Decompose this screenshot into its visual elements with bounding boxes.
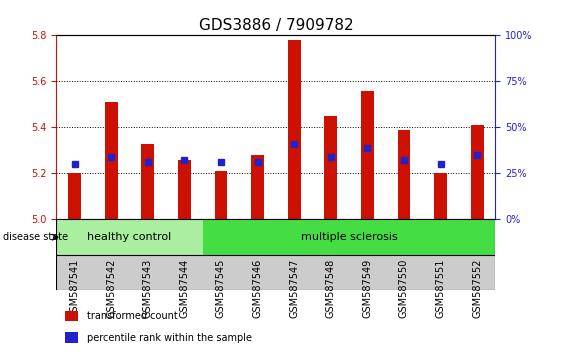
Text: percentile rank within the sample: percentile rank within the sample (87, 332, 252, 343)
Bar (471, 125, 484, 219)
Bar (105, 102, 118, 219)
Text: GSM587545: GSM587545 (216, 258, 226, 318)
Text: GSM587548: GSM587548 (326, 258, 336, 318)
Text: GSM587544: GSM587544 (180, 258, 189, 318)
FancyBboxPatch shape (56, 255, 495, 290)
Text: GSM587543: GSM587543 (143, 258, 153, 318)
Text: GSM587547: GSM587547 (289, 258, 299, 318)
Text: GSM587550: GSM587550 (399, 258, 409, 318)
Bar (251, 155, 264, 219)
Bar (68, 173, 81, 219)
Bar (361, 91, 374, 219)
Bar (288, 40, 301, 219)
FancyBboxPatch shape (203, 219, 495, 255)
Text: GSM587549: GSM587549 (363, 258, 372, 318)
Text: GSM587551: GSM587551 (436, 258, 445, 318)
Text: GSM587552: GSM587552 (472, 258, 482, 318)
Bar (178, 160, 191, 219)
Text: GSM587541: GSM587541 (70, 258, 79, 318)
Bar (324, 116, 337, 219)
Bar (215, 171, 227, 219)
Title: GDS3886 / 7909782: GDS3886 / 7909782 (199, 18, 353, 33)
Bar (141, 143, 154, 219)
Text: transformed count: transformed count (87, 311, 178, 321)
Text: healthy control: healthy control (87, 232, 172, 242)
Text: GSM587542: GSM587542 (106, 258, 116, 318)
Bar (434, 173, 447, 219)
Bar (397, 130, 410, 219)
FancyBboxPatch shape (56, 219, 203, 255)
Bar (65, 332, 78, 343)
Text: disease state: disease state (3, 232, 69, 242)
Bar (65, 311, 78, 321)
Text: multiple sclerosis: multiple sclerosis (301, 232, 397, 242)
Text: GSM587546: GSM587546 (253, 258, 262, 318)
